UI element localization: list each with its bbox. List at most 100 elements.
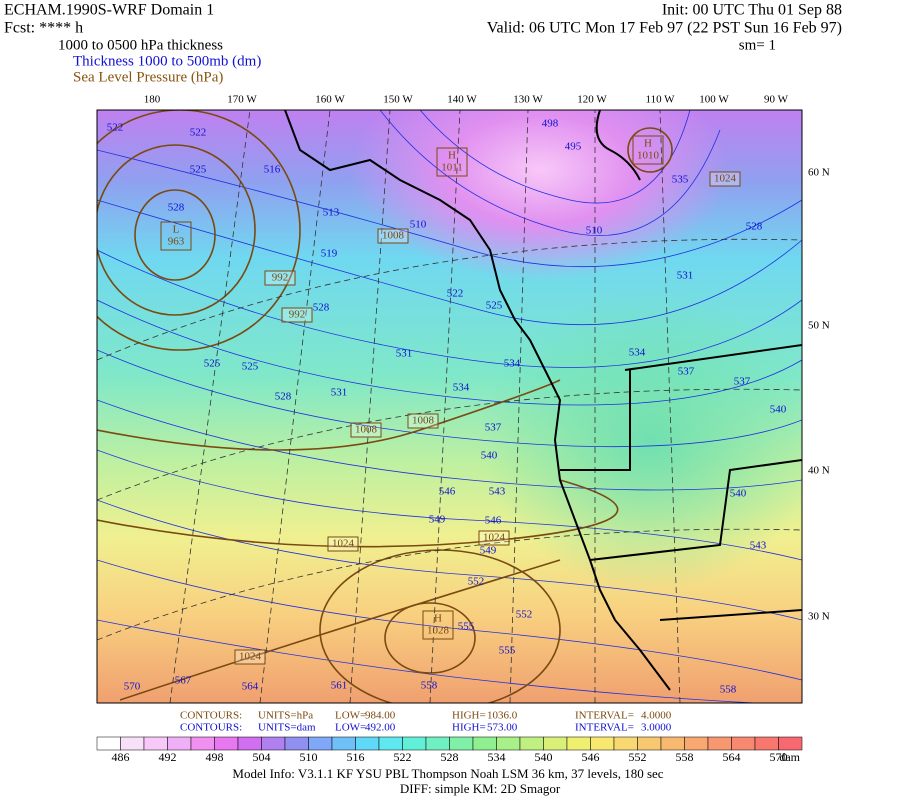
longitude-label: 150 W bbox=[383, 94, 413, 106]
color-bar-label: 564 bbox=[723, 750, 741, 764]
center-symbol: H bbox=[448, 150, 456, 162]
color-swatch bbox=[613, 736, 638, 751]
field-name: 1000 to 0500 hPa thickness bbox=[58, 37, 223, 53]
color-swatch bbox=[120, 736, 145, 751]
contour-info-low-label: LOW= bbox=[335, 722, 366, 734]
thickness-label: 525 bbox=[242, 361, 259, 373]
thickness-label: 535 bbox=[672, 174, 689, 186]
color-swatch bbox=[637, 736, 662, 751]
color-swatch bbox=[660, 736, 685, 751]
color-bar-label: 570 bbox=[770, 750, 788, 764]
longitude-label: 90 W bbox=[764, 94, 789, 106]
color-bar-label: 516 bbox=[347, 750, 365, 764]
map-frame bbox=[96, 109, 803, 704]
contour-info-low-label: LOW= bbox=[335, 710, 366, 722]
thickness-label: 552 bbox=[468, 576, 485, 588]
thickness-label: 528 bbox=[313, 302, 330, 314]
center-box bbox=[436, 147, 468, 177]
pressure-label: 992 bbox=[289, 309, 306, 321]
color-swatch bbox=[519, 736, 544, 751]
contour-info-label: CONTOURS: bbox=[180, 710, 242, 722]
thickness-label: 519 bbox=[321, 248, 338, 260]
thickness-label: 510 bbox=[410, 219, 427, 231]
color-swatch bbox=[261, 736, 286, 751]
pressure-label-box bbox=[350, 422, 382, 438]
thickness-label: 522 bbox=[190, 127, 207, 139]
color-swatch bbox=[378, 736, 403, 751]
latitude-label: 40 N bbox=[808, 465, 830, 477]
color-swatch bbox=[449, 736, 474, 751]
color-swatch bbox=[543, 736, 568, 751]
color-swatch bbox=[331, 736, 356, 751]
thickness-label: 528 bbox=[746, 221, 763, 233]
contour-info-low: 492.00 bbox=[365, 722, 396, 734]
pressure-label-box bbox=[264, 270, 296, 286]
thickness-label: 558 bbox=[720, 684, 737, 696]
color-bar-label: 558 bbox=[676, 750, 694, 764]
color-swatch bbox=[778, 736, 803, 751]
contour-info-interval-label: INTERVAL= bbox=[575, 710, 634, 722]
color-swatch bbox=[731, 736, 756, 751]
color-bar-label: 504 bbox=[253, 750, 271, 764]
thickness-label: 540 bbox=[481, 450, 498, 462]
thickness-label: 525 bbox=[190, 164, 207, 176]
thickness-label: 549 bbox=[480, 545, 497, 557]
center-box bbox=[422, 610, 454, 640]
pressure-label: 1008 bbox=[382, 230, 405, 242]
contour-info-interval: 3.0000 bbox=[641, 722, 672, 734]
thickness-label: 540 bbox=[770, 404, 787, 416]
pressure-label-box bbox=[281, 307, 313, 323]
land-shading bbox=[480, 290, 802, 590]
forecast-hour: Fcst: **** h bbox=[4, 20, 83, 37]
center-symbol: L bbox=[173, 224, 180, 236]
center-value: 1011 bbox=[441, 162, 463, 174]
pressure-label: 992 bbox=[272, 272, 289, 284]
longitude-label: 170 W bbox=[227, 94, 257, 106]
thickness-label: 510 bbox=[586, 225, 603, 237]
thickness-label: 537 bbox=[678, 366, 695, 378]
thickness-label: 534 bbox=[453, 382, 470, 394]
pressure-label: 1024 bbox=[714, 173, 737, 185]
latitude-label: 50 N bbox=[808, 320, 830, 332]
color-bar-label: 528 bbox=[441, 750, 459, 764]
contour-info-low: 984.00 bbox=[365, 710, 396, 722]
color-bar: 486 492 498 504 510 516 522 528 534 540 546 552 558 5… bbox=[96, 736, 803, 764]
color-swatch bbox=[308, 736, 333, 751]
color-swatch bbox=[167, 736, 192, 751]
pressure-label: 1008 bbox=[355, 424, 378, 436]
thickness-label: 513 bbox=[323, 207, 340, 219]
pressure-label-box bbox=[407, 413, 439, 429]
thickness-label: 522 bbox=[107, 122, 124, 134]
contour-info-high-label: HIGH= bbox=[452, 722, 486, 734]
thickness-label: 498 bbox=[542, 118, 559, 130]
color-bar-label: 498 bbox=[206, 750, 224, 764]
color-bar-unit: dam bbox=[779, 750, 800, 764]
color-bar-label: 534 bbox=[488, 750, 506, 764]
thickness-label: 531 bbox=[396, 348, 413, 360]
map-labels: 180 170 W 160 W 150 W 140 W 130 W 120 W 110 W 10… bbox=[107, 94, 830, 696]
color-bar-label: 546 bbox=[582, 750, 600, 764]
center-value: 963 bbox=[168, 236, 185, 248]
diff-info: DIFF: simple KM: 2D Smagor bbox=[400, 781, 561, 796]
color-bar-label: 486 bbox=[112, 750, 130, 764]
thickness-label: 570 bbox=[124, 681, 141, 693]
pressure-label-box bbox=[709, 171, 741, 187]
color-swatch bbox=[214, 736, 239, 751]
pressure-contours bbox=[97, 110, 673, 703]
thickness-label: 546 bbox=[439, 486, 456, 498]
init-time: Init: 00 UTC Thu 01 Sep 88 bbox=[662, 2, 842, 19]
contour-info-high-label: HIGH= bbox=[452, 710, 486, 722]
pressure-label: 1024 bbox=[332, 538, 355, 550]
thickness-label: 558 bbox=[421, 680, 438, 692]
color-swatch bbox=[472, 736, 497, 751]
thickness-label: 555 bbox=[499, 645, 516, 657]
longitude-label: 100 W bbox=[699, 94, 729, 106]
color-swatch bbox=[707, 736, 732, 751]
thickness-label: 540 bbox=[730, 488, 747, 500]
thickness-label: 537 bbox=[734, 376, 751, 388]
coastlines bbox=[284, 110, 802, 691]
latitude-label: 60 N bbox=[808, 167, 830, 179]
thickness-label: 522 bbox=[447, 288, 464, 300]
legend-thickness: Thickness 1000 to 500mb (dm) bbox=[73, 53, 261, 69]
